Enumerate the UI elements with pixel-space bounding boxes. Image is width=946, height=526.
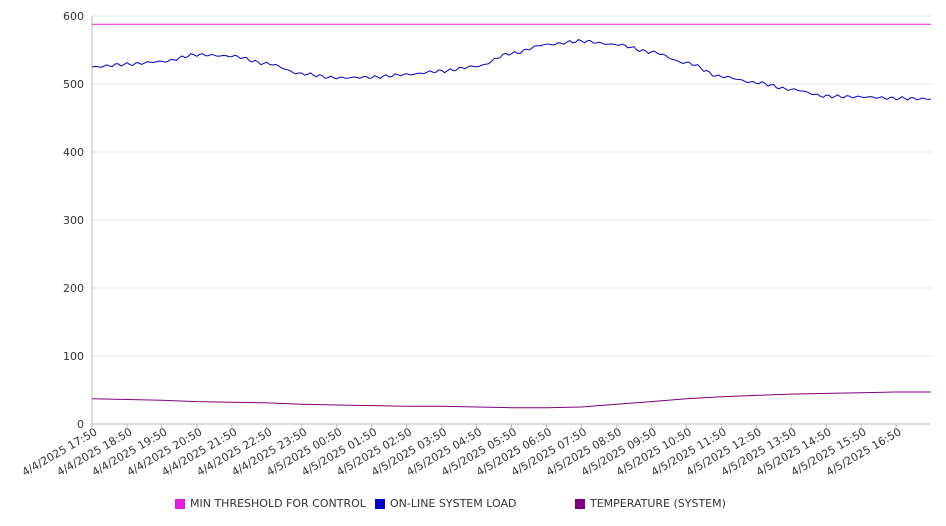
legend-swatch <box>175 498 185 509</box>
legend-label: ON-LINE SYSTEM LOAD <box>390 497 517 510</box>
series-line-temperature <box>91 391 931 409</box>
legend-label: TEMPERATURE (SYSTEM) <box>590 497 726 510</box>
y-tick-labels: 0 100 200 300 400 500 600 <box>63 10 84 431</box>
y-tick-label: 0 <box>77 418 84 431</box>
series-line-system-load <box>91 39 932 101</box>
legend-item-temperature[interactable]: TEMPERATURE (SYSTEM) <box>575 497 726 510</box>
y-tick-label: 300 <box>63 214 84 227</box>
legend-swatch <box>575 498 585 509</box>
y-tick-label: 500 <box>63 78 84 91</box>
grid-lines <box>92 15 931 357</box>
y-tick-label: 200 <box>63 282 84 295</box>
legend-swatch <box>375 498 385 509</box>
legend-item-system-load[interactable]: ON-LINE SYSTEM LOAD <box>375 497 516 510</box>
y-tick-label: 400 <box>63 146 84 159</box>
axes <box>91 16 931 428</box>
x-tick-labels: 4/4/2025 17:504/4/2025 18:504/4/2025 19:… <box>20 425 904 479</box>
series-lines <box>91 23 932 409</box>
y-tick-label: 600 <box>63 10 84 23</box>
legend-item-min-threshold[interactable]: MIN THRESHOLD FOR CONTROL <box>175 497 366 510</box>
y-tick-label: 100 <box>63 350 84 363</box>
legend-label: MIN THRESHOLD FOR CONTROL <box>190 497 366 510</box>
